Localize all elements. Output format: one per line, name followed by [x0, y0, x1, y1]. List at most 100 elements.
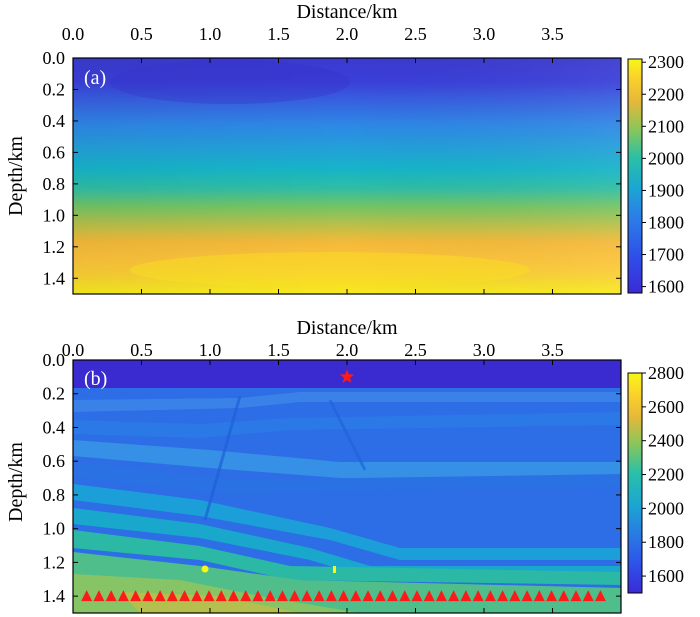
x-tick-label-a: 1.0 [199, 24, 222, 44]
x-tick-label-a: 3.0 [473, 24, 496, 44]
colorbar-tick-label-b: 1600 [648, 566, 684, 586]
receiver-triangle [325, 590, 337, 602]
receiver-triangle [362, 590, 374, 602]
receiver-triangle [203, 590, 215, 602]
velocity-field-a-lateral-shade [73, 58, 621, 294]
receiver-triangle [460, 590, 472, 602]
layer-b-6 [73, 508, 621, 578]
colorbar-tick-label-b: 2600 [648, 397, 684, 417]
receiver-triangle [582, 590, 594, 602]
receiver-triangle [411, 590, 423, 602]
y-tick-label-a: 0.2 [43, 79, 66, 99]
layer-b-4 [73, 462, 621, 494]
xlabel-b: Distance/km [296, 317, 398, 339]
receiver-triangle [558, 590, 570, 602]
panel-label-b: (b) [84, 368, 107, 390]
colorbar-b [627, 372, 643, 594]
receiver-triangle [484, 590, 496, 602]
receiver-triangle [166, 590, 178, 602]
receiver-triangle [117, 590, 129, 602]
y-tick-label-b: 0.4 [43, 417, 66, 437]
layer-b-3 [73, 440, 621, 480]
layer-b-2 [73, 412, 621, 438]
anomaly-b-2 [333, 566, 336, 573]
receiver-triangle [252, 590, 264, 602]
y-tick-label-a: 1.4 [43, 268, 66, 288]
fault-b-2 [328, 399, 367, 471]
layer-b-7 [73, 530, 621, 585]
receiver-triangle [374, 590, 386, 602]
colorbar-tick-label-a: 1600 [648, 277, 684, 297]
receiver-triangle [546, 590, 558, 602]
colorbar-tick-label-b: 2800 [648, 363, 684, 383]
receiver-triangle [276, 590, 288, 602]
colorbar-tick-label-b: 2200 [648, 465, 684, 485]
y-tick-label-a: 0.4 [43, 111, 66, 131]
colorbar-tick-label-b: 1800 [648, 532, 684, 552]
receiver-triangle [264, 590, 276, 602]
y-tick-label-b: 1.2 [43, 552, 66, 572]
y-tick-label-b: 0.2 [43, 384, 66, 404]
x-tick-label-b: 0.0 [62, 340, 85, 360]
colorbar-tick-label-a: 1900 [648, 180, 684, 200]
x-tick-label-a: 2.0 [336, 24, 359, 44]
xlabel-a: Distance/km [296, 1, 398, 23]
anomaly-b-1 [201, 565, 209, 573]
x-tick-label-a: 0.5 [130, 24, 153, 44]
panel-a: (a) Distance/km Depth/km 0.0 0.5 1.0 1.5 2.0… [5, 1, 684, 297]
colorbar-a [627, 58, 643, 294]
ylabel-a: Depth/km [5, 136, 27, 216]
colorbar-tick-label-a: 2200 [648, 84, 684, 104]
y-tick-label-b: 0.6 [43, 451, 66, 471]
receiver-triangle [570, 590, 582, 602]
x-tick-label-b: 0.5 [130, 340, 153, 360]
x-tick-label-b: 1.5 [267, 340, 290, 360]
ylabel-b: Depth/km [5, 442, 27, 522]
receiver-triangle [313, 590, 325, 602]
x-tick-label-b: 2.0 [336, 340, 359, 360]
receiver-triangle [448, 590, 460, 602]
y-tick-label-a: 0.0 [43, 48, 66, 68]
y-tick-label-a: 0.8 [43, 174, 66, 194]
receiver-triangle [105, 590, 117, 602]
x-tick-label-b: 1.0 [199, 340, 222, 360]
receiver-triangle [130, 590, 142, 602]
y-tick-label-a: 0.6 [43, 142, 66, 162]
y-tick-label-b: 1.0 [43, 519, 66, 539]
receiver-triangle [435, 590, 447, 602]
receiver-triangle [154, 590, 166, 602]
receiver-triangle [289, 590, 301, 602]
y-tick-label-a: 1.0 [43, 205, 66, 225]
receiver-triangle [350, 590, 362, 602]
panel-b: (b) Distance/km Depth/km 0.0 0.5 1.0 1.5 2.0… [5, 317, 684, 614]
receiver-triangle [93, 590, 105, 602]
receiver-triangle [533, 590, 545, 602]
layer-b-1 [73, 392, 621, 412]
receiver-triangle [399, 590, 411, 602]
x-tick-label-b: 2.5 [404, 340, 427, 360]
colorbar-tick-label-b: 2400 [648, 431, 684, 451]
y-tick-label-b: 0.8 [43, 485, 66, 505]
receiver-triangle [423, 590, 435, 602]
velocity-field-a-highlow [110, 60, 350, 104]
receiver-triangle [338, 590, 350, 602]
panel-label-a: (a) [84, 67, 106, 89]
colorbar-tick-label-a: 2000 [648, 148, 684, 168]
colorbar-tick-label-a: 1800 [648, 212, 684, 232]
colorbar-tick-label-a: 2100 [648, 116, 684, 136]
receiver-triangle [594, 590, 606, 602]
receiver-triangle [497, 590, 509, 602]
colorbar-tick-label-a: 2300 [648, 52, 684, 72]
receiver-triangle [301, 590, 313, 602]
receiver-triangle [240, 590, 252, 602]
receiver-triangle [521, 590, 533, 602]
x-tick-label-a: 0.0 [62, 24, 85, 44]
receiver-triangle [81, 590, 93, 602]
x-tick-label-b: 3.0 [473, 340, 496, 360]
colorbar-tick-label-a: 1700 [648, 245, 684, 265]
receiver-triangle [191, 590, 203, 602]
receiver-triangle [387, 590, 399, 602]
receiver-triangle [472, 590, 484, 602]
y-tick-label-b: 1.4 [43, 586, 66, 606]
